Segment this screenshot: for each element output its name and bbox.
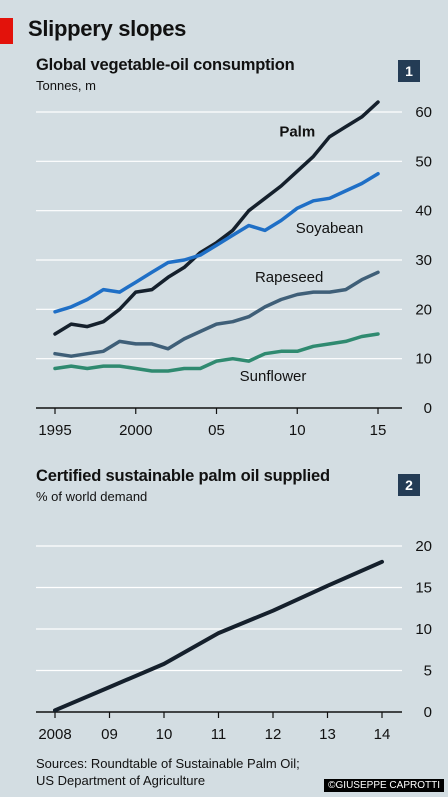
chart1-series-line xyxy=(53,100,380,336)
chart2-title: Certified sustainable palm oil supplied xyxy=(36,467,330,485)
chart1-ytick-label: 40 xyxy=(415,203,432,220)
chart1-series-label: Soyabean xyxy=(296,220,364,237)
chart1-ytick-label: 10 xyxy=(415,351,432,368)
chart1-ytick-label: 0 xyxy=(424,400,432,417)
chart1-xtick-label: 15 xyxy=(370,422,387,439)
chart1-series-line xyxy=(53,332,380,373)
chart1-ytick-label: 50 xyxy=(415,153,432,170)
chart2-xtick-label: 13 xyxy=(319,726,336,743)
chart2-ytick-label: 0 xyxy=(424,704,432,721)
chart1-ytick-label: 30 xyxy=(415,252,432,269)
chart1-series-line xyxy=(53,270,380,358)
sources-line-2: US Department of Agriculture xyxy=(36,773,206,788)
red-accent-tab xyxy=(0,18,13,44)
chart1-xtick-label: 05 xyxy=(208,422,225,439)
chart1-subtitle: Tonnes, m xyxy=(36,78,96,93)
chart1-title: Global vegetable-oil consumption xyxy=(36,56,295,74)
chart2-ytick-label: 5 xyxy=(424,663,432,680)
chart1-series-label: Rapeseed xyxy=(255,269,323,286)
chart1-series-label: Palm xyxy=(279,124,315,141)
chart1-ytick-label: 60 xyxy=(415,104,432,121)
sources-note: Sources: Roundtable of Sustainable Palm … xyxy=(36,755,300,789)
sources-line-1: Sources: Roundtable of Sustainable Palm … xyxy=(36,756,300,771)
chart2-ytick-label: 15 xyxy=(415,580,432,597)
chart1-xtick-label: 1995 xyxy=(38,422,71,439)
chart2-ytick-label: 20 xyxy=(415,538,432,555)
chart2-subtitle: % of world demand xyxy=(36,489,148,504)
chart1-badge: 1 xyxy=(398,60,420,82)
page-title: Slippery slopes xyxy=(28,16,187,41)
chart1-series-line xyxy=(53,171,380,314)
chart2-badge: 2 xyxy=(398,474,420,496)
photo-credit: ©GIUSEPPE CAPROTTI xyxy=(324,779,444,792)
chart1-ytick-label: 20 xyxy=(415,301,432,318)
chart2-xtick-label: 11 xyxy=(211,726,227,743)
chart1-series-label: Sunflower xyxy=(240,368,307,385)
chart2-xtick-label: 10 xyxy=(156,726,173,743)
chart2-xtick-label: 14 xyxy=(374,726,391,743)
chart1-xtick-label: 10 xyxy=(289,422,306,439)
chart2-ytick-label: 10 xyxy=(415,621,432,638)
chart2-xtick-label: 2008 xyxy=(38,726,71,743)
chart1-xtick-label: 2000 xyxy=(119,422,152,439)
chart2-xtick-label: 12 xyxy=(265,726,282,743)
chart2-xtick-label: 09 xyxy=(101,726,118,743)
chart2-series-line xyxy=(53,559,384,713)
